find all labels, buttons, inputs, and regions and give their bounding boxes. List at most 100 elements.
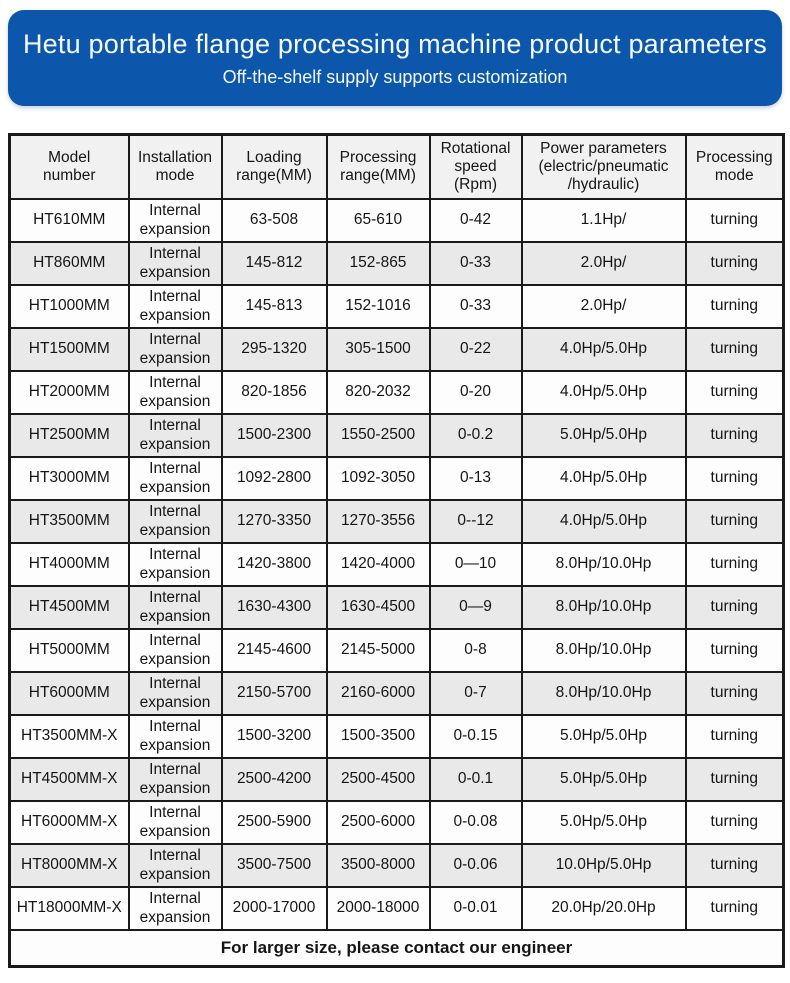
table-cell: HT2000MM bbox=[8, 370, 130, 415]
table-footer-row: For larger size, please contact our engi… bbox=[8, 929, 785, 968]
table-cell: 1270-3350 bbox=[220, 499, 328, 544]
column-header: Loading range(MM) bbox=[220, 133, 328, 200]
table-cell: turning bbox=[684, 886, 785, 931]
table-cell: 2150-5700 bbox=[220, 671, 328, 716]
table-cell: Internal expansion bbox=[127, 327, 223, 372]
table-cell: 0-0.06 bbox=[428, 843, 523, 888]
table-cell: HT3500MM bbox=[8, 499, 130, 544]
table-cell: HT4500MM bbox=[8, 585, 130, 630]
column-header: Rotational speed (Rpm) bbox=[428, 133, 523, 200]
table-cell: 2500-4200 bbox=[220, 757, 328, 802]
table-cell: 0-20 bbox=[428, 370, 523, 415]
table-cell: 1.1Hp/ bbox=[520, 198, 687, 243]
table-cell: HT3000MM bbox=[8, 456, 130, 501]
table-row: HT18000MM-X Internal expansion 2000-17000 2… bbox=[8, 886, 785, 931]
table-cell: Internal expansion bbox=[127, 456, 223, 501]
table-row: HT610MM Internal expansion 63-508 65-610 0-4… bbox=[8, 198, 785, 243]
table-cell: turning bbox=[684, 671, 785, 716]
table-cell: turning bbox=[684, 714, 785, 759]
table-cell: 295-1320 bbox=[220, 327, 328, 372]
table-cell: 4.0Hp/5.0Hp bbox=[520, 370, 687, 415]
table-row: HT3000MM Internal expansion 1092-2800 1092-… bbox=[8, 456, 785, 501]
table-cell: 2000-17000 bbox=[220, 886, 328, 931]
column-header: Model number bbox=[8, 133, 130, 200]
table-cell: HT5000MM bbox=[8, 628, 130, 673]
table-row: HT2000MM Internal expansion 820-1856 820-20… bbox=[8, 370, 785, 415]
table-cell: 5.0Hp/5.0Hp bbox=[520, 757, 687, 802]
table-cell: HT610MM bbox=[8, 198, 130, 243]
table-cell: 5.0Hp/5.0Hp bbox=[520, 714, 687, 759]
table-cell: 3500-7500 bbox=[220, 843, 328, 888]
table-cell: HT1000MM bbox=[8, 284, 130, 329]
table-row: HT3500MM-X Internal expansion 1500-3200 150… bbox=[8, 714, 785, 759]
table-cell: 0-0.08 bbox=[428, 800, 523, 845]
table-cell: 1500-3500 bbox=[325, 714, 431, 759]
table-cell: 0--12 bbox=[428, 499, 523, 544]
table-cell: turning bbox=[684, 327, 785, 372]
table-cell: 0-13 bbox=[428, 456, 523, 501]
column-header: Processing range(MM) bbox=[325, 133, 431, 200]
table-cell: turning bbox=[684, 284, 785, 329]
table-row: HT3500MM Internal expansion 1270-3350 1270-… bbox=[8, 499, 785, 544]
table-header: Model number Installation mode Loading ran… bbox=[8, 133, 785, 200]
table-cell: turning bbox=[684, 456, 785, 501]
table-cell: 0—9 bbox=[428, 585, 523, 630]
table-body: HT610MM Internal expansion 63-508 65-610 0-4… bbox=[8, 198, 785, 931]
table-cell: 0-33 bbox=[428, 241, 523, 286]
table-row: HT1000MM Internal expansion 145-813 152-101… bbox=[8, 284, 785, 329]
table-cell: 4.0Hp/5.0Hp bbox=[520, 499, 687, 544]
table-cell: 1270-3556 bbox=[325, 499, 431, 544]
table-cell: 1092-3050 bbox=[325, 456, 431, 501]
table-cell: 1092-2800 bbox=[220, 456, 328, 501]
table-row: HT1500MM Internal expansion 295-1320 305-15… bbox=[8, 327, 785, 372]
table-cell: 0-22 bbox=[428, 327, 523, 372]
table-cell: 820-2032 bbox=[325, 370, 431, 415]
table-cell: HT18000MM-X bbox=[8, 886, 130, 931]
table-cell: turning bbox=[684, 499, 785, 544]
table-cell: turning bbox=[684, 843, 785, 888]
table-cell: turning bbox=[684, 800, 785, 845]
table-cell: turning bbox=[684, 413, 785, 458]
banner: Hetu portable flange processing machine … bbox=[8, 10, 782, 106]
table-cell: 0-33 bbox=[428, 284, 523, 329]
table-cell: Internal expansion bbox=[127, 671, 223, 716]
table-cell: 2500-6000 bbox=[325, 800, 431, 845]
column-header: Installation mode bbox=[127, 133, 223, 200]
table-cell: 8.0Hp/10.0Hp bbox=[520, 671, 687, 716]
table-cell: 152-1016 bbox=[325, 284, 431, 329]
banner-subtitle: Off-the-shelf supply supports customizat… bbox=[222, 66, 568, 87]
table-cell: HT860MM bbox=[8, 241, 130, 286]
table-cell: Internal expansion bbox=[127, 585, 223, 630]
table-cell: HT4500MM-X bbox=[8, 757, 130, 802]
table-row: HT4500MM Internal expansion 1630-4300 1630-… bbox=[8, 585, 785, 630]
table-cell: 8.0Hp/10.0Hp bbox=[520, 585, 687, 630]
table-cell: 2.0Hp/ bbox=[520, 284, 687, 329]
table-row: HT8000MM-X Internal expansion 3500-7500 350… bbox=[8, 843, 785, 888]
table-row: HT4500MM-X Internal expansion 2500-4200 250… bbox=[8, 757, 785, 802]
table-header-row: Model number Installation mode Loading ran… bbox=[8, 133, 785, 200]
table-cell: 5.0Hp/5.0Hp bbox=[520, 413, 687, 458]
table-cell: 10.0Hp/5.0Hp bbox=[520, 843, 687, 888]
table-cell: HT4000MM bbox=[8, 542, 130, 587]
table-cell: Internal expansion bbox=[127, 284, 223, 329]
table-cell: 2000-18000 bbox=[325, 886, 431, 931]
table-cell: 145-813 bbox=[220, 284, 328, 329]
table-cell: turning bbox=[684, 757, 785, 802]
table-cell: Internal expansion bbox=[127, 843, 223, 888]
table-cell: 0-0.1 bbox=[428, 757, 523, 802]
table-cell: 0-0.2 bbox=[428, 413, 523, 458]
table-cell: Internal expansion bbox=[127, 886, 223, 931]
table-cell: turning bbox=[684, 241, 785, 286]
table-cell: 65-610 bbox=[325, 198, 431, 243]
table-cell: Internal expansion bbox=[127, 800, 223, 845]
table-cell: 2.0Hp/ bbox=[520, 241, 687, 286]
table-cell: 0—10 bbox=[428, 542, 523, 587]
column-header: Power parameters (electric/pneumatic /hy… bbox=[520, 133, 687, 200]
table-cell: turning bbox=[684, 628, 785, 673]
table-cell: 1420-3800 bbox=[220, 542, 328, 587]
table-cell: Internal expansion bbox=[127, 241, 223, 286]
banner-title: Hetu portable flange processing machine … bbox=[22, 28, 767, 59]
table-cell: 2500-4500 bbox=[325, 757, 431, 802]
table-cell: 3500-8000 bbox=[325, 843, 431, 888]
